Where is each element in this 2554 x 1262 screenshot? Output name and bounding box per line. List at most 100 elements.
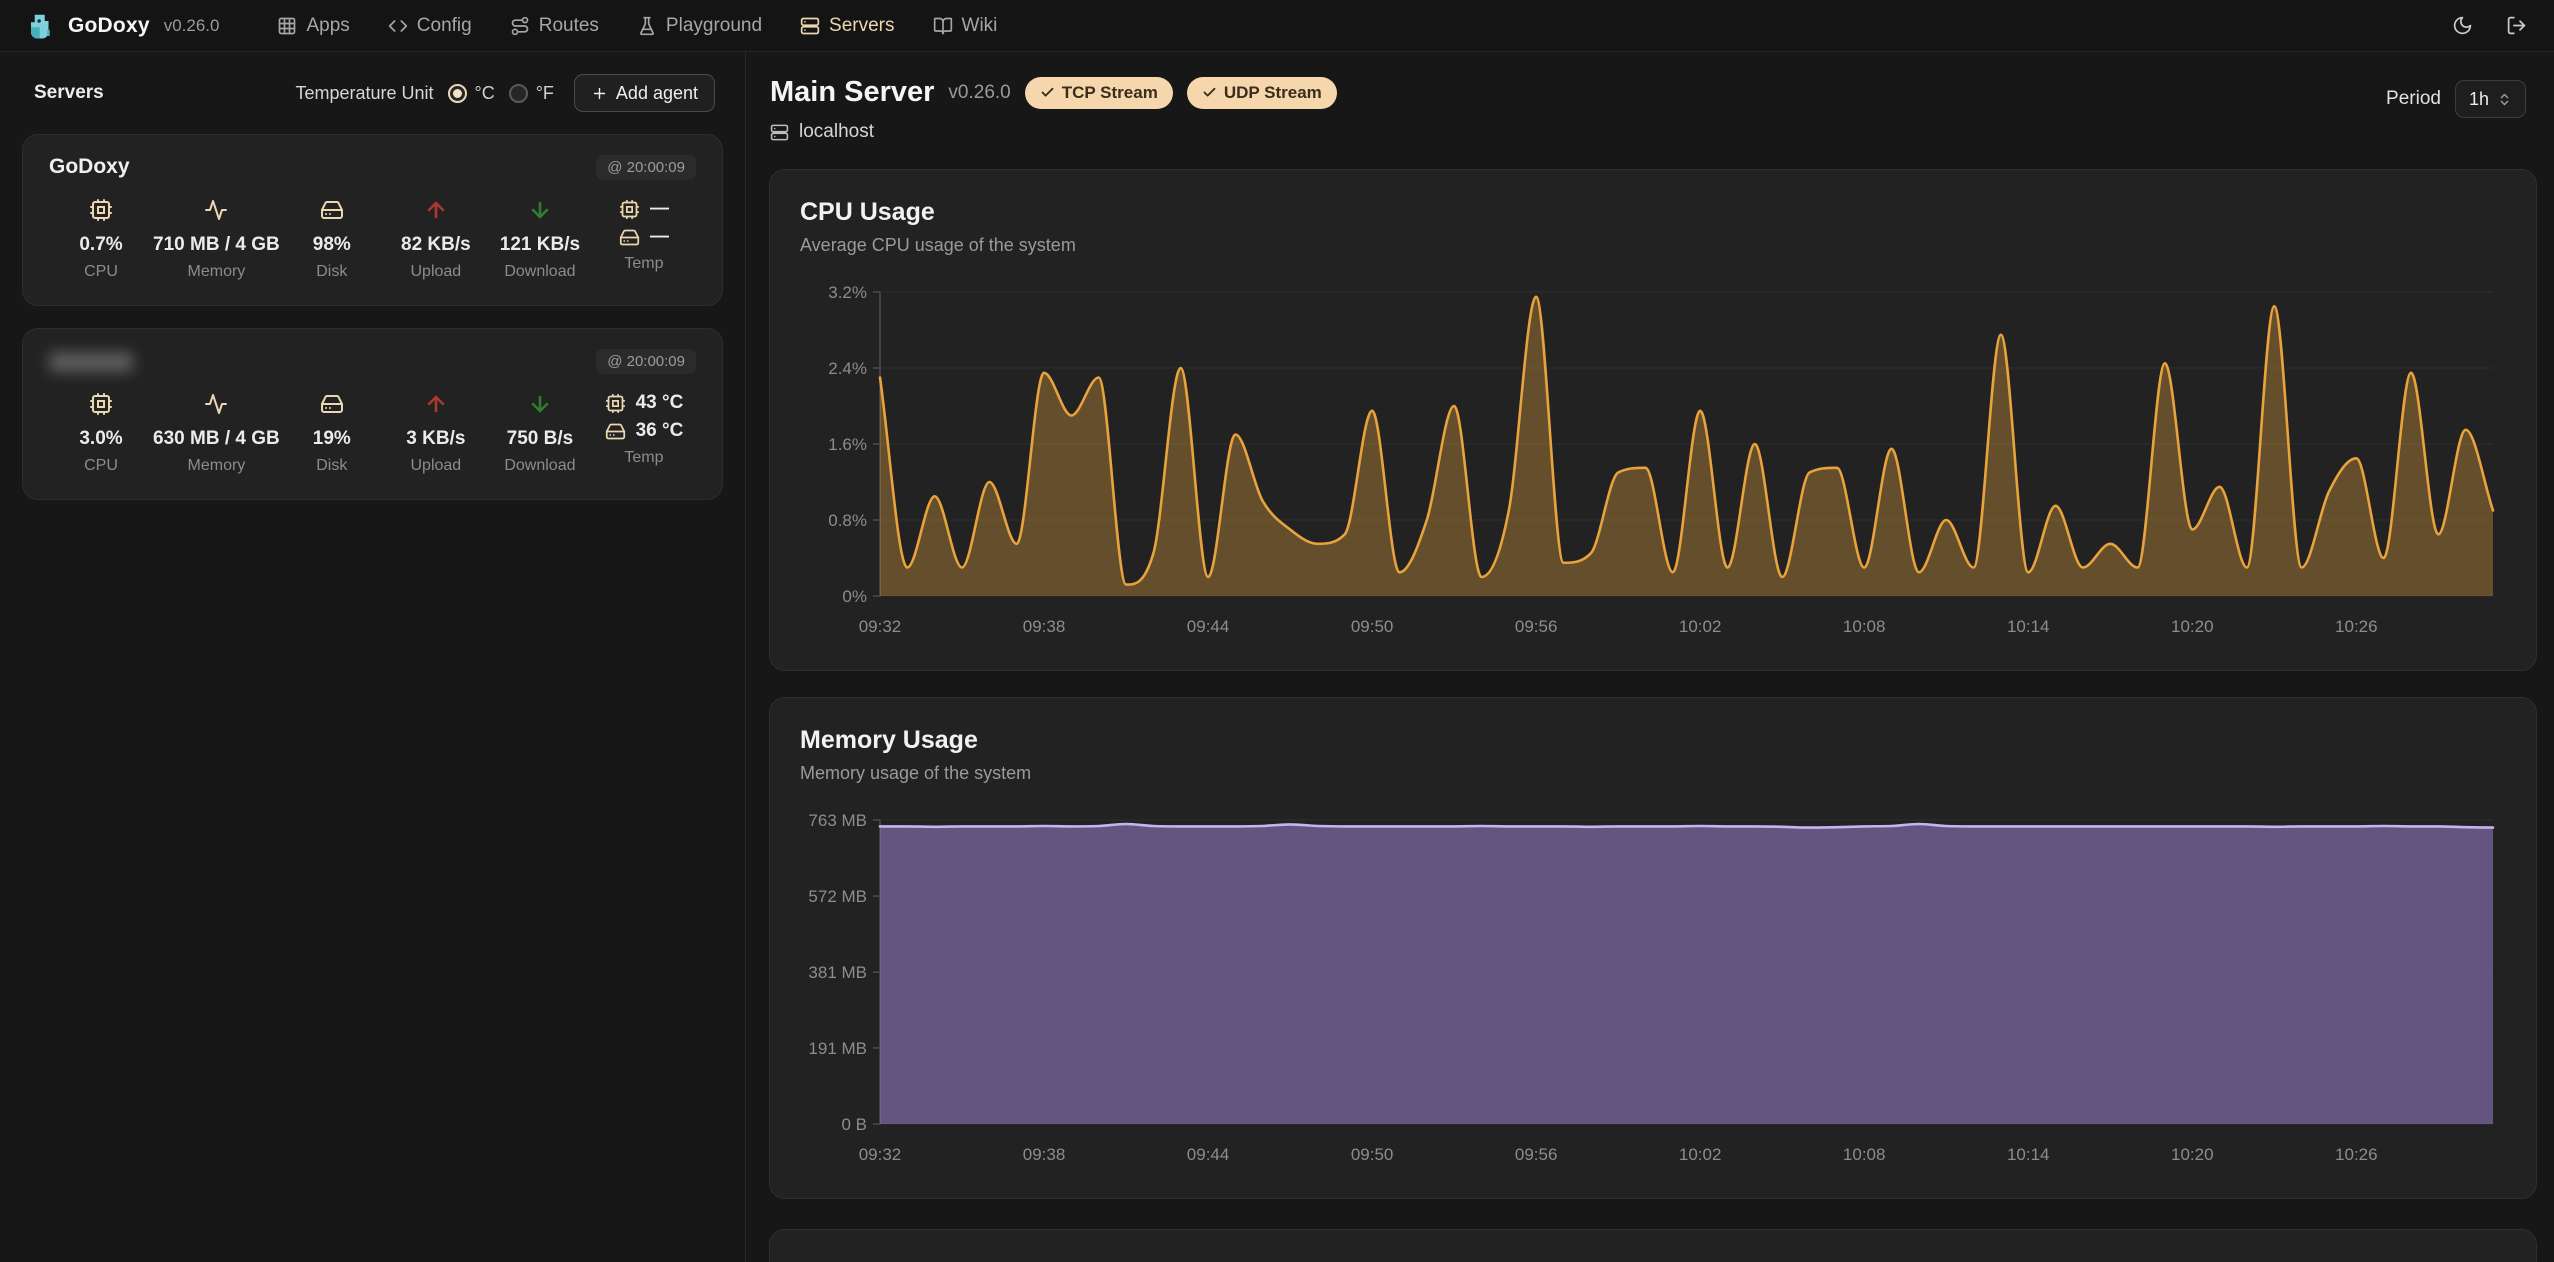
- stat-temp: — — Temp: [592, 198, 696, 281]
- server-icon: [800, 16, 820, 36]
- memory-chart-title: Memory Usage: [800, 726, 2506, 755]
- disk-label: Disk: [316, 263, 347, 281]
- servers-sidebar: Servers Temperature Unit °C °F Add agent: [0, 52, 746, 1262]
- logout-button[interactable]: [2504, 14, 2528, 38]
- flask-icon: [637, 16, 657, 36]
- radio-dot[interactable]: [448, 84, 467, 103]
- download-value: 750 B/s: [507, 428, 574, 450]
- server-stats: 3.0% CPU 630 MB / 4 GB Memory 19% Disk 3…: [49, 392, 696, 475]
- nav-item-apps[interactable]: Apps: [277, 15, 349, 37]
- temp-disk-row: —: [619, 226, 669, 248]
- content-header: Main Server v0.26.0 TCP Stream UDP Strea…: [746, 52, 2554, 143]
- celsius-radio[interactable]: °C: [448, 83, 495, 104]
- stat-upload: 3 KB/s Upload: [384, 392, 488, 475]
- main-nav: Apps Config Routes Playground Servers Wi…: [277, 15, 997, 37]
- badge-label: UDP Stream: [1224, 83, 1322, 103]
- temp-disk-row: 36 °C: [605, 420, 684, 442]
- cpu-value: 3.0%: [79, 428, 122, 450]
- check-icon: [1040, 85, 1055, 100]
- sidebar-title: Servers: [34, 82, 104, 104]
- memory-label: Memory: [188, 457, 246, 475]
- temp-rows: — —: [619, 198, 669, 248]
- nav-label: Config: [417, 15, 472, 37]
- temp-disk-value: —: [650, 226, 669, 248]
- memory-value: 710 MB / 4 GB: [153, 234, 280, 256]
- sidebar-header: Servers Temperature Unit °C °F Add agent: [16, 74, 729, 112]
- svg-text:0%: 0%: [842, 587, 867, 606]
- arrow-up-icon: [424, 392, 448, 421]
- page-layout: Servers Temperature Unit °C °F Add agent: [0, 52, 2554, 1262]
- temp-cpu-row: —: [619, 198, 669, 220]
- server-card-godoxy[interactable]: GoDoxy @ 20:00:09 0.7% CPU 710 MB / 4 GB…: [22, 134, 723, 306]
- nav-item-routes[interactable]: Routes: [510, 15, 599, 37]
- temp-rows: 43 °C 36 °C: [605, 392, 684, 442]
- nav-item-config[interactable]: Config: [388, 15, 472, 37]
- server-name-redacted: [49, 352, 133, 372]
- download-label: Download: [504, 457, 575, 475]
- svg-text:09:38: 09:38: [1023, 617, 1066, 636]
- cpu-chart-title: CPU Usage: [800, 198, 2506, 227]
- activity-icon: [204, 392, 228, 421]
- page-title: Main Server: [770, 76, 934, 109]
- svg-text:10:08: 10:08: [1843, 1145, 1886, 1164]
- nav-item-wiki[interactable]: Wiki: [933, 15, 998, 37]
- app-title: GoDoxy: [68, 14, 150, 38]
- cpu-usage-chart: 0%0.8%1.6%2.4%3.2%09:3209:3809:4409:5009…: [800, 278, 2505, 646]
- nav-item-playground[interactable]: Playground: [637, 15, 762, 37]
- period-group: Period 1h: [2386, 80, 2526, 118]
- disk-value: 19%: [313, 428, 351, 450]
- last-update-timestamp: @ 20:00:09: [596, 155, 696, 180]
- cpu-chip-icon: [89, 198, 113, 227]
- temp-cpu-value: 43 °C: [636, 392, 684, 414]
- download-value: 121 KB/s: [500, 234, 580, 256]
- app-version: v0.26.0: [164, 16, 220, 36]
- radio-dot[interactable]: [509, 84, 528, 103]
- svg-text:09:32: 09:32: [859, 617, 902, 636]
- host-name: localhost: [799, 121, 874, 143]
- stat-cpu: 0.7% CPU: [49, 198, 153, 281]
- temp-disk-value: 36 °C: [636, 420, 684, 442]
- svg-text:10:14: 10:14: [2007, 1145, 2050, 1164]
- server-card-redacted[interactable]: @ 20:00:09 3.0% CPU 630 MB / 4 GB Memory…: [22, 328, 723, 500]
- memory-usage-card: Memory Usage Memory usage of the system …: [769, 697, 2537, 1199]
- temp-cpu-value: —: [650, 198, 669, 220]
- svg-text:2.4%: 2.4%: [828, 359, 867, 378]
- theme-toggle-button[interactable]: [2450, 14, 2474, 38]
- hard-drive-icon: [605, 421, 626, 442]
- fahrenheit-radio[interactable]: °F: [509, 83, 554, 104]
- upload-label: Upload: [411, 457, 462, 475]
- server-stats: 0.7% CPU 710 MB / 4 GB Memory 98% Disk 8…: [49, 198, 696, 281]
- server-card-head: GoDoxy @ 20:00:09: [49, 155, 696, 180]
- nav-label: Playground: [666, 15, 762, 37]
- svg-text:09:50: 09:50: [1351, 1145, 1394, 1164]
- hard-drive-icon: [619, 227, 640, 248]
- chevrons-up-down-icon: [2497, 92, 2512, 107]
- host-row: localhost: [770, 121, 1337, 143]
- upload-label: Upload: [411, 263, 462, 281]
- svg-text:191 MB: 191 MB: [808, 1039, 867, 1058]
- disk-label: Disk: [316, 457, 347, 475]
- stat-memory: 710 MB / 4 GB Memory: [153, 198, 280, 281]
- svg-text:10:26: 10:26: [2335, 1145, 2378, 1164]
- stat-upload: 82 KB/s Upload: [384, 198, 488, 281]
- temp-cpu-row: 43 °C: [605, 392, 684, 414]
- moon-icon: [2452, 15, 2473, 36]
- cpu-usage-card: CPU Usage Average CPU usage of the syste…: [769, 169, 2537, 671]
- arrow-down-icon: [528, 392, 552, 421]
- stat-disk: 98% Disk: [280, 198, 384, 281]
- cpu-label: CPU: [84, 457, 118, 475]
- add-agent-button[interactable]: Add agent: [574, 74, 715, 112]
- temperature-unit-label: Temperature Unit: [295, 83, 433, 104]
- server-name: GoDoxy: [49, 155, 130, 179]
- memory-value: 630 MB / 4 GB: [153, 428, 280, 450]
- stat-memory: 630 MB / 4 GB Memory: [153, 392, 280, 475]
- nav-item-servers[interactable]: Servers: [800, 15, 894, 37]
- nav-label: Wiki: [962, 15, 998, 37]
- server-icon: [770, 123, 789, 142]
- stat-cpu: 3.0% CPU: [49, 392, 153, 475]
- arrow-up-icon: [424, 198, 448, 227]
- period-select[interactable]: 1h: [2455, 80, 2526, 118]
- nav-label: Apps: [306, 15, 349, 37]
- svg-text:1.6%: 1.6%: [828, 435, 867, 454]
- title-row: Main Server v0.26.0 TCP Stream UDP Strea…: [770, 76, 1337, 109]
